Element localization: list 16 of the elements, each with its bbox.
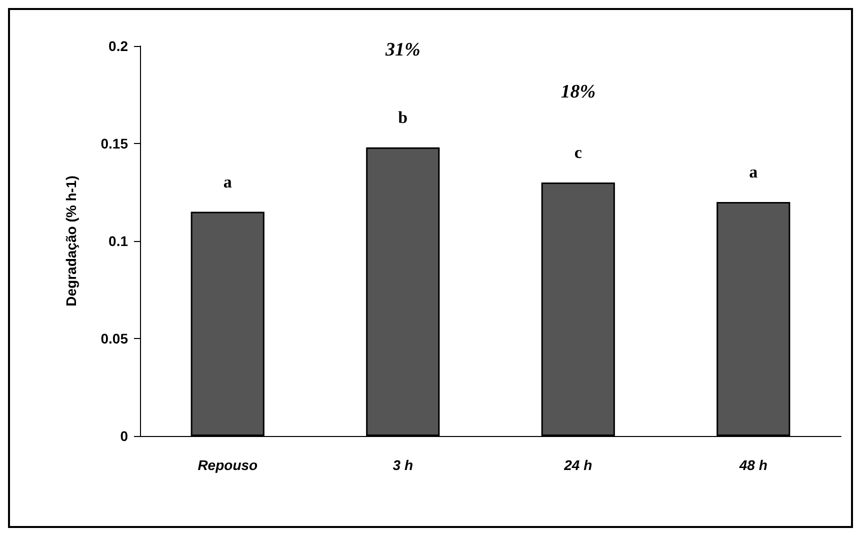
y-tick-label: 0.05 (100, 330, 128, 346)
annotation: a (223, 172, 232, 192)
y-tick-label: 0.15 (100, 136, 128, 152)
x-tick-label: 48 h (738, 457, 768, 473)
x-tick-label: 3 h (392, 457, 413, 473)
y-tick-label: 0.1 (108, 233, 128, 249)
y-axis-title: Degradação (% h-1) (63, 176, 79, 306)
y-tick-label: 0.2 (108, 38, 128, 54)
annotation: b (398, 108, 408, 127)
annotation: 18% (560, 82, 596, 102)
y-tick-label: 0 (120, 428, 128, 444)
annotation: c (574, 143, 582, 162)
annotation: 31% (384, 40, 420, 60)
x-tick-label: 24 h (563, 457, 592, 473)
x-tick-label: Repouso (198, 457, 258, 473)
annotation: a (749, 162, 758, 182)
